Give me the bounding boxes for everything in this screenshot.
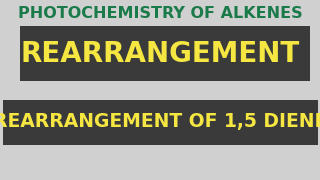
Bar [20, 26, 310, 81]
Text: REARRANGEMENT: REARRANGEMENT [20, 40, 300, 68]
Text: REARRANGEMENT OF 1,5 DIENE: REARRANGEMENT OF 1,5 DIENE [0, 112, 320, 132]
Text: PHOTOCHEMISTRY OF ALKENES: PHOTOCHEMISTRY OF ALKENES [18, 6, 302, 21]
Bar [3, 100, 318, 145]
